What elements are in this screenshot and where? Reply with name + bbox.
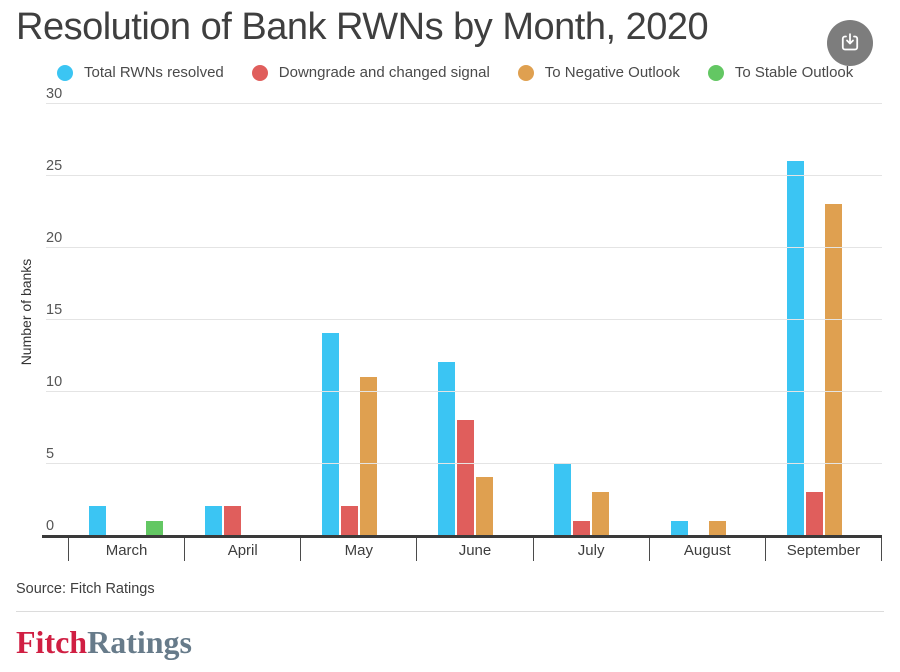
bar xyxy=(437,362,455,535)
bar xyxy=(786,160,804,535)
y-tick-label: 20 xyxy=(46,230,63,246)
y-tick-label: 25 xyxy=(46,158,63,174)
x-tick-label: March xyxy=(68,537,184,561)
bar xyxy=(224,506,242,535)
x-axis-labels: March April May June July August September xyxy=(68,537,882,561)
bar xyxy=(805,491,823,535)
x-tick-label: April xyxy=(184,537,300,561)
download-icon xyxy=(841,33,859,51)
bar xyxy=(824,203,842,535)
x-tick-label: September xyxy=(764,537,882,561)
bar xyxy=(89,506,107,535)
bar xyxy=(592,491,610,535)
x-tick-label: May xyxy=(300,537,416,561)
legend-item-4: To Stable Outlook xyxy=(707,64,854,81)
y-tick-label: 5 xyxy=(46,446,55,462)
y-tick-label: 0 xyxy=(46,518,55,534)
logo-ratings-text: Ratings xyxy=(87,624,192,660)
bar xyxy=(708,520,726,535)
footer-divider xyxy=(16,611,884,612)
bar xyxy=(554,463,572,535)
legend-item-3: To Negative Outlook xyxy=(517,64,680,81)
page-title: Resolution of Bank RWNs by Month, 2020 xyxy=(16,6,709,48)
x-axis-line xyxy=(42,535,882,538)
bar xyxy=(475,477,493,535)
bar xyxy=(456,419,474,535)
bar xyxy=(146,520,164,535)
y-tick-label: 10 xyxy=(46,374,63,390)
plot-area xyxy=(68,103,882,535)
legend-label: To Negative Outlook xyxy=(544,64,680,81)
gridline xyxy=(46,175,882,176)
gridline xyxy=(46,247,882,248)
bar-group-may xyxy=(301,103,417,535)
bar xyxy=(340,506,358,535)
logo-fitch-text: Fitch xyxy=(16,624,88,660)
bar-group-july xyxy=(533,103,649,535)
source-note: Source: Fitch Ratings xyxy=(16,581,155,597)
x-tick-label: July xyxy=(532,537,649,561)
gridline xyxy=(46,319,882,320)
bar xyxy=(205,506,223,535)
download-button[interactable] xyxy=(827,20,873,66)
legend-dot xyxy=(251,64,268,81)
gridline xyxy=(46,391,882,392)
x-tick-label: June xyxy=(416,537,532,561)
chart-legend: Total RWNs resolved Downgrade and changed… xyxy=(57,64,853,81)
bar xyxy=(321,333,339,535)
bar xyxy=(573,520,591,535)
y-tick-label: 30 xyxy=(46,86,63,102)
bar-group-march xyxy=(68,103,184,535)
fitchratings-logo: FitchRatings xyxy=(16,624,192,661)
bar xyxy=(359,376,377,535)
legend-label: To Stable Outlook xyxy=(734,64,854,81)
bar-group-september xyxy=(766,103,882,535)
legend-dot xyxy=(707,64,724,81)
gridline xyxy=(46,103,882,104)
y-tick-label: 15 xyxy=(46,302,63,318)
legend-dot xyxy=(57,64,73,81)
bar-group-august xyxy=(649,103,765,535)
legend-dot xyxy=(517,64,534,81)
legend-label: Downgrade and changed signal xyxy=(278,64,490,81)
bar xyxy=(670,520,688,535)
legend-item-2: Downgrade and changed signal xyxy=(251,64,490,81)
bar-group-april xyxy=(184,103,300,535)
bar-group-june xyxy=(417,103,533,535)
gridline xyxy=(46,463,882,464)
bar-chart: March April May June July August September 30 2… xyxy=(42,86,882,562)
x-tick-label: August xyxy=(648,537,765,561)
y-axis-title: Number of banks xyxy=(18,258,34,366)
legend-label: Total RWNs resolved xyxy=(84,64,224,81)
legend-item-1: Total RWNs resolved xyxy=(57,64,224,81)
